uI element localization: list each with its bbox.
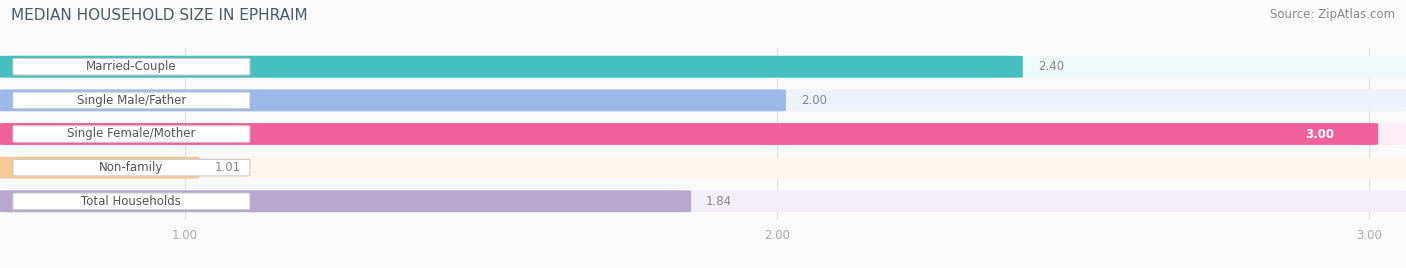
FancyBboxPatch shape (0, 90, 1406, 111)
FancyBboxPatch shape (0, 123, 1406, 145)
Text: 3.00: 3.00 (1305, 128, 1334, 140)
FancyBboxPatch shape (0, 123, 1378, 145)
FancyBboxPatch shape (0, 157, 200, 178)
FancyBboxPatch shape (0, 90, 786, 111)
FancyBboxPatch shape (13, 193, 250, 210)
FancyBboxPatch shape (13, 126, 250, 142)
Text: Non-family: Non-family (100, 161, 163, 174)
Text: MEDIAN HOUSEHOLD SIZE IN EPHRAIM: MEDIAN HOUSEHOLD SIZE IN EPHRAIM (11, 8, 308, 23)
Text: 2.00: 2.00 (801, 94, 827, 107)
Text: Single Male/Father: Single Male/Father (77, 94, 186, 107)
FancyBboxPatch shape (13, 159, 250, 176)
Text: Married-Couple: Married-Couple (86, 60, 177, 73)
Text: Single Female/Mother: Single Female/Mother (67, 128, 195, 140)
FancyBboxPatch shape (0, 157, 1406, 178)
Text: 2.40: 2.40 (1038, 60, 1064, 73)
FancyBboxPatch shape (13, 58, 250, 75)
Text: 1.01: 1.01 (214, 161, 240, 174)
FancyBboxPatch shape (0, 190, 1406, 212)
FancyBboxPatch shape (0, 56, 1022, 78)
FancyBboxPatch shape (0, 190, 692, 212)
Text: Total Households: Total Households (82, 195, 181, 208)
Text: 1.84: 1.84 (706, 195, 733, 208)
FancyBboxPatch shape (0, 56, 1406, 78)
Text: Source: ZipAtlas.com: Source: ZipAtlas.com (1270, 8, 1395, 21)
FancyBboxPatch shape (13, 92, 250, 109)
